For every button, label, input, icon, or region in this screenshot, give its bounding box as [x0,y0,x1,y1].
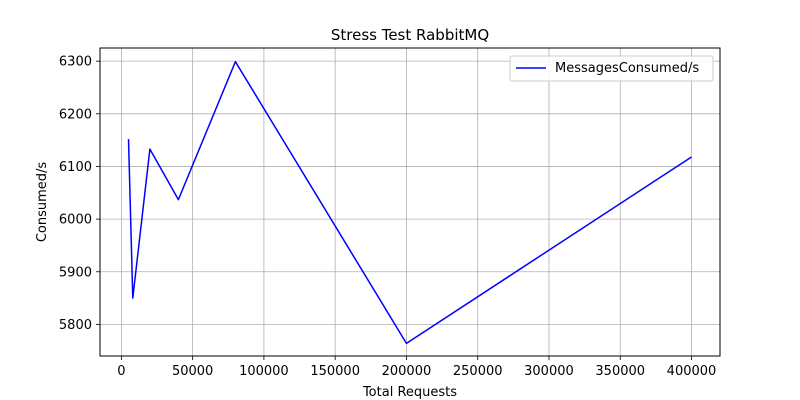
y-tick-label: 6300 [59,55,92,70]
x-tick-label: 150000 [310,364,360,379]
legend-entry-label: MessagesConsumed/s [555,61,699,76]
y-tick-label: 5900 [59,265,92,280]
x-tick-label: 300000 [524,364,574,379]
y-axis-label: Consumed/s [35,162,50,243]
chart-title: Stress Test RabbitMQ [331,26,489,44]
y-axis: 5800 5900 6000 6100 6200 6300 [59,55,100,333]
legend: MessagesConsumed/s [509,55,714,82]
x-tick-label: 400000 [667,364,717,379]
plot-frame [99,47,721,357]
y-tick-label: 6000 [59,213,92,228]
x-tick-label: 200000 [382,364,432,379]
y-tick-label: 5800 [59,318,92,333]
x-tick-label: 350000 [595,364,645,379]
grid [100,48,720,356]
x-tick-label: 0 [117,364,125,379]
legend-box [509,55,714,82]
x-tick-label: 50000 [172,364,213,379]
y-tick-label: 6100 [59,160,92,175]
x-axis: 0 50000 100000 150000 200000 250000 300000 3500… [117,356,716,379]
x-tick-label: 100000 [239,364,289,379]
x-tick-label: 250000 [453,364,503,379]
y-tick-label: 6200 [59,107,92,122]
x-axis-label: Total Requests [362,385,457,400]
plot-area [127,60,692,345]
series-line [127,60,692,345]
